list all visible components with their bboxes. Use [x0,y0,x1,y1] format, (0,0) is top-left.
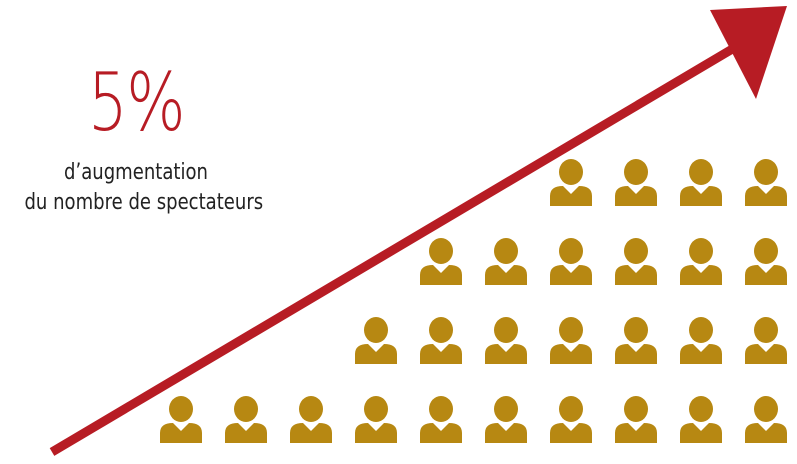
person-icon [225,396,267,443]
person-icon [290,396,332,443]
person-icon [485,396,527,443]
person-icon [420,396,462,443]
person-icon [680,159,722,206]
person-icon [160,396,202,443]
person-icon [485,238,527,285]
person-icon [355,396,397,443]
person-icon [745,159,787,206]
person-icon [420,238,462,285]
person-icon [745,396,787,443]
person-icon [680,317,722,364]
person-icon [355,317,397,364]
person-icon [420,317,462,364]
person-icon [550,396,592,443]
person-icon [680,396,722,443]
person-icon [485,317,527,364]
person-icon [550,317,592,364]
stat-value: 5% [88,56,185,149]
person-icon [745,238,787,285]
person-icon [550,159,592,206]
stat-caption-line2: du nombre de spectateurs [24,190,264,215]
person-icon [615,238,657,285]
person-icon [680,238,722,285]
person-icon [745,317,787,364]
spectators-crowd [160,159,787,443]
person-icon [615,159,657,206]
statistic-block: 5% d’augmentation du nombre de spectateu… [0,58,272,218]
person-icon [550,238,592,285]
stat-caption-line1: d’augmentation [64,160,208,185]
trend-up-arrow-icon [49,6,787,456]
person-icon [615,396,657,443]
person-icon [615,317,657,364]
